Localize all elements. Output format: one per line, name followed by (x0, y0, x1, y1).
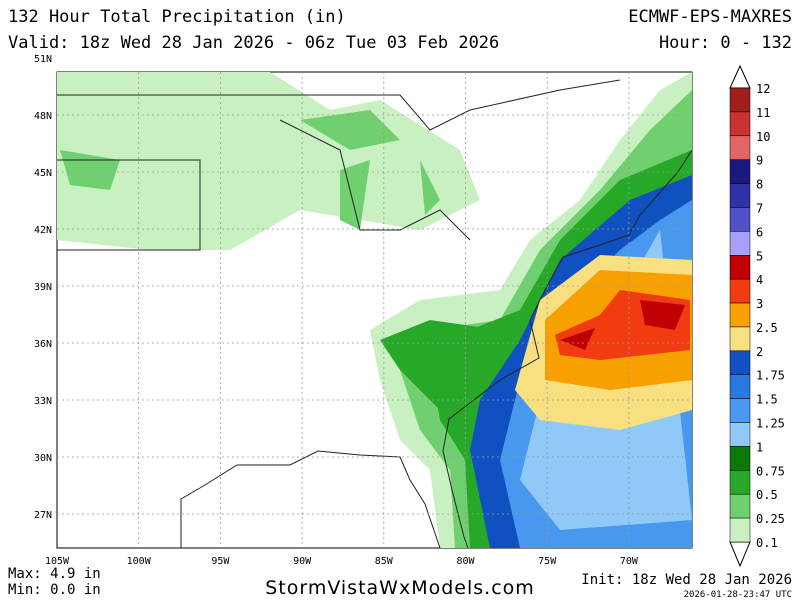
legend-label: 6 (756, 225, 763, 239)
lat-label: 39N (34, 282, 52, 293)
legend-swatch (729, 517, 751, 543)
boundaries (57, 79, 692, 548)
legend-label: 9 (756, 154, 763, 168)
legend-label: 3 (756, 297, 763, 311)
timestamp: 2026-01-28-23:47 UTC (684, 590, 792, 600)
lon-label: 70W (620, 556, 639, 567)
legend-label: 0.5 (756, 488, 778, 502)
legend-swatch (729, 302, 751, 328)
legend-label: 0.1 (756, 536, 778, 550)
title: 132 Hour Total Precipitation (in) (8, 7, 346, 27)
legend-swatch (729, 398, 751, 423)
map (56, 71, 693, 549)
legend-swatch (729, 207, 751, 232)
lat-label: 42N (34, 225, 52, 236)
precip-field (57, 72, 692, 548)
legend-label: 8 (756, 178, 763, 192)
legend-swatch (729, 350, 751, 375)
hour: Hour: 0 - 132 (659, 33, 792, 53)
legend-swatch (729, 422, 751, 447)
lat-label: 45N (34, 168, 52, 179)
site: StormVistaWxModels.com (265, 577, 535, 599)
legend-label: 2.5 (756, 321, 778, 335)
legend-swatch (729, 446, 751, 471)
legend-swatch (729, 231, 751, 256)
legend-label: 10 (756, 130, 770, 144)
lat-label: 51N (34, 54, 52, 65)
legend-label: 1.75 (756, 369, 785, 383)
lat-label: 27N (34, 510, 52, 521)
legend-label: 12 (756, 82, 770, 96)
legend-swatch (729, 326, 751, 352)
lat-label: 48N (34, 111, 52, 122)
lon-label: 80W (456, 556, 475, 567)
init: Init: 18z Wed 28 Jan 2026 (581, 572, 792, 588)
legend-swatch (729, 374, 751, 399)
min: Min: 0.0 in (8, 582, 101, 598)
lon-label: 85W (375, 556, 394, 567)
legend-swatch (729, 255, 751, 280)
max: Max: 4.9 in (8, 566, 101, 582)
legend-label: 1.5 (756, 393, 778, 407)
legend-swatch (729, 111, 751, 137)
legend-swatch (729, 278, 751, 304)
legend-swatch (729, 135, 751, 160)
graticule (57, 72, 692, 548)
color-legend: 12 11 10 9 8 7 6 5 4 3 2.5 2 1.75 1.5 1.25 1 0.75 0.5 0.25… (729, 64, 785, 568)
legend-arrow-bottom (729, 541, 751, 568)
legend-label: 2 (756, 345, 763, 359)
lat-label: 33N (34, 396, 52, 407)
lon-label: 75W (538, 556, 557, 567)
legend-arrow-top (729, 64, 751, 89)
legend-label: 0.75 (756, 464, 785, 478)
lon-label: 100W (127, 556, 152, 567)
legend-label: 11 (756, 106, 770, 120)
lat-label: 30N (34, 453, 52, 464)
lon-label: 90W (293, 556, 312, 567)
legend-label: 4 (756, 273, 763, 287)
legend-swatch (729, 87, 751, 113)
legend-label: 7 (756, 201, 763, 215)
legend-swatch (729, 183, 751, 208)
legend-label: 1.25 (756, 417, 785, 431)
legend-swatch (729, 470, 751, 495)
valid: Valid: 18z Wed 28 Jan 2026 - 06z Tue 03 … (8, 33, 499, 53)
legend-swatch (729, 159, 751, 184)
legend-swatch (729, 493, 751, 519)
model: ECMWF-EPS-MAXRES (628, 7, 792, 27)
legend-label: 1 (756, 440, 763, 454)
legend-label: 0.25 (756, 512, 785, 526)
lon-label: 95W (211, 556, 230, 567)
lon-label: 105W (45, 556, 70, 567)
legend-label: 5 (756, 249, 763, 263)
lat-label: 36N (34, 339, 52, 350)
